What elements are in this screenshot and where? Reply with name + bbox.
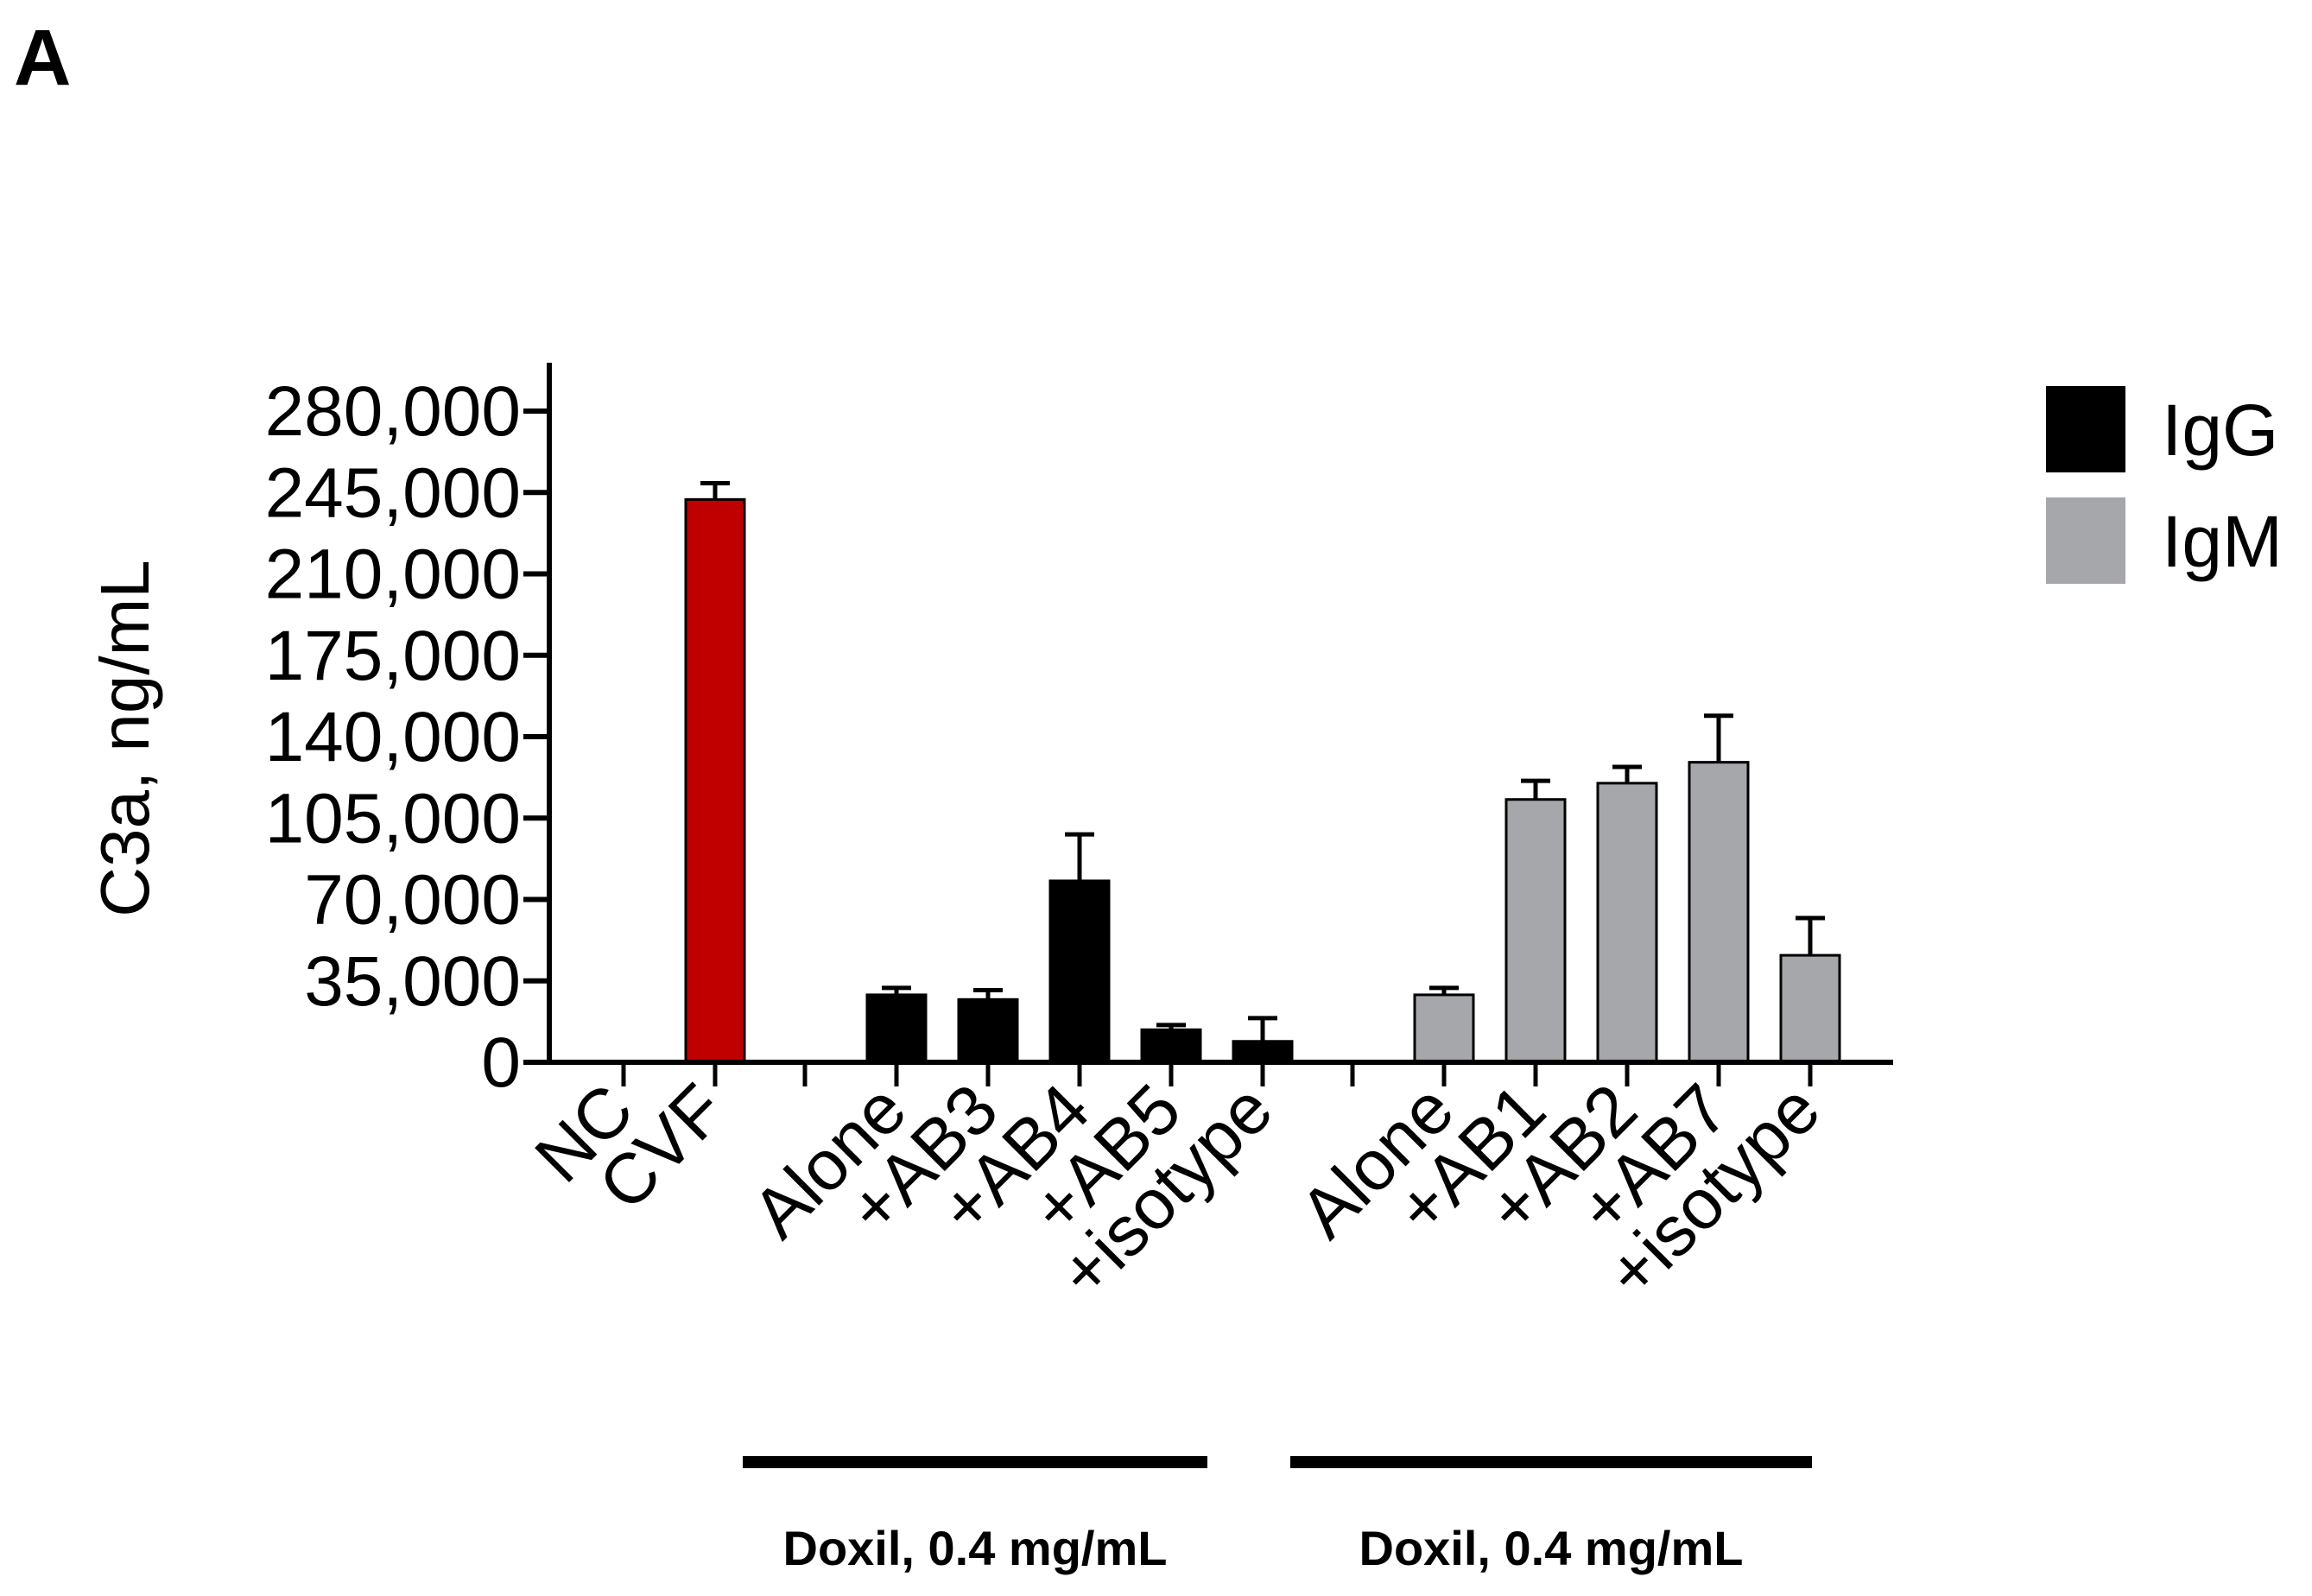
bar [865, 993, 928, 1064]
legend-label: IgG [2162, 390, 2278, 471]
legend-swatch [2046, 497, 2125, 584]
y-tick-label: 0 [481, 1023, 521, 1102]
bar [1232, 1040, 1294, 1064]
y-tick-label: 35,000 [304, 942, 521, 1021]
panel-label: A [14, 14, 71, 102]
error-bars [700, 480, 1825, 1042]
group-brackets: Doxil, 0.4 mg/mL Doxil, 0.4 mg/mL [743, 1456, 1812, 1575]
bar [1048, 879, 1111, 1064]
legend-swatch [2046, 386, 2125, 472]
y-tick-label: 140,000 [265, 698, 521, 776]
y-axis-ticks: 035,00070,000105,000140,000175,000210,00… [265, 372, 549, 1102]
x-axis-ticks [621, 1062, 1813, 1086]
y-tick-label: 70,000 [304, 861, 521, 940]
y-tick-label: 280,000 [265, 372, 521, 451]
y-tick-label: 175,000 [265, 617, 521, 695]
y-axis-label: C3a, ng/mL [86, 560, 163, 917]
group-bracket-label: Doxil, 0.4 mg/mL [783, 1521, 1168, 1575]
bar [957, 998, 1019, 1064]
bar [684, 497, 746, 1064]
group-bracket-label: Doxil, 0.4 mg/mL [1359, 1521, 1744, 1575]
y-tick-label: 210,000 [265, 535, 521, 614]
bar [1413, 993, 1475, 1064]
legend-label: IgM [2162, 501, 2283, 582]
bar [1504, 798, 1567, 1064]
bar [1779, 953, 1841, 1064]
bar [1140, 1028, 1202, 1064]
legend: IgG IgM [2046, 386, 2283, 584]
bar [1596, 782, 1658, 1064]
y-tick-label: 105,000 [265, 779, 521, 858]
x-axis-labels: NCCVFAlone+AB3+AB4+AB5+isotypeAlone+AB1+… [521, 1069, 1835, 1313]
bar [1688, 761, 1750, 1064]
bars [684, 497, 1841, 1064]
y-tick-label: 245,000 [265, 453, 521, 532]
